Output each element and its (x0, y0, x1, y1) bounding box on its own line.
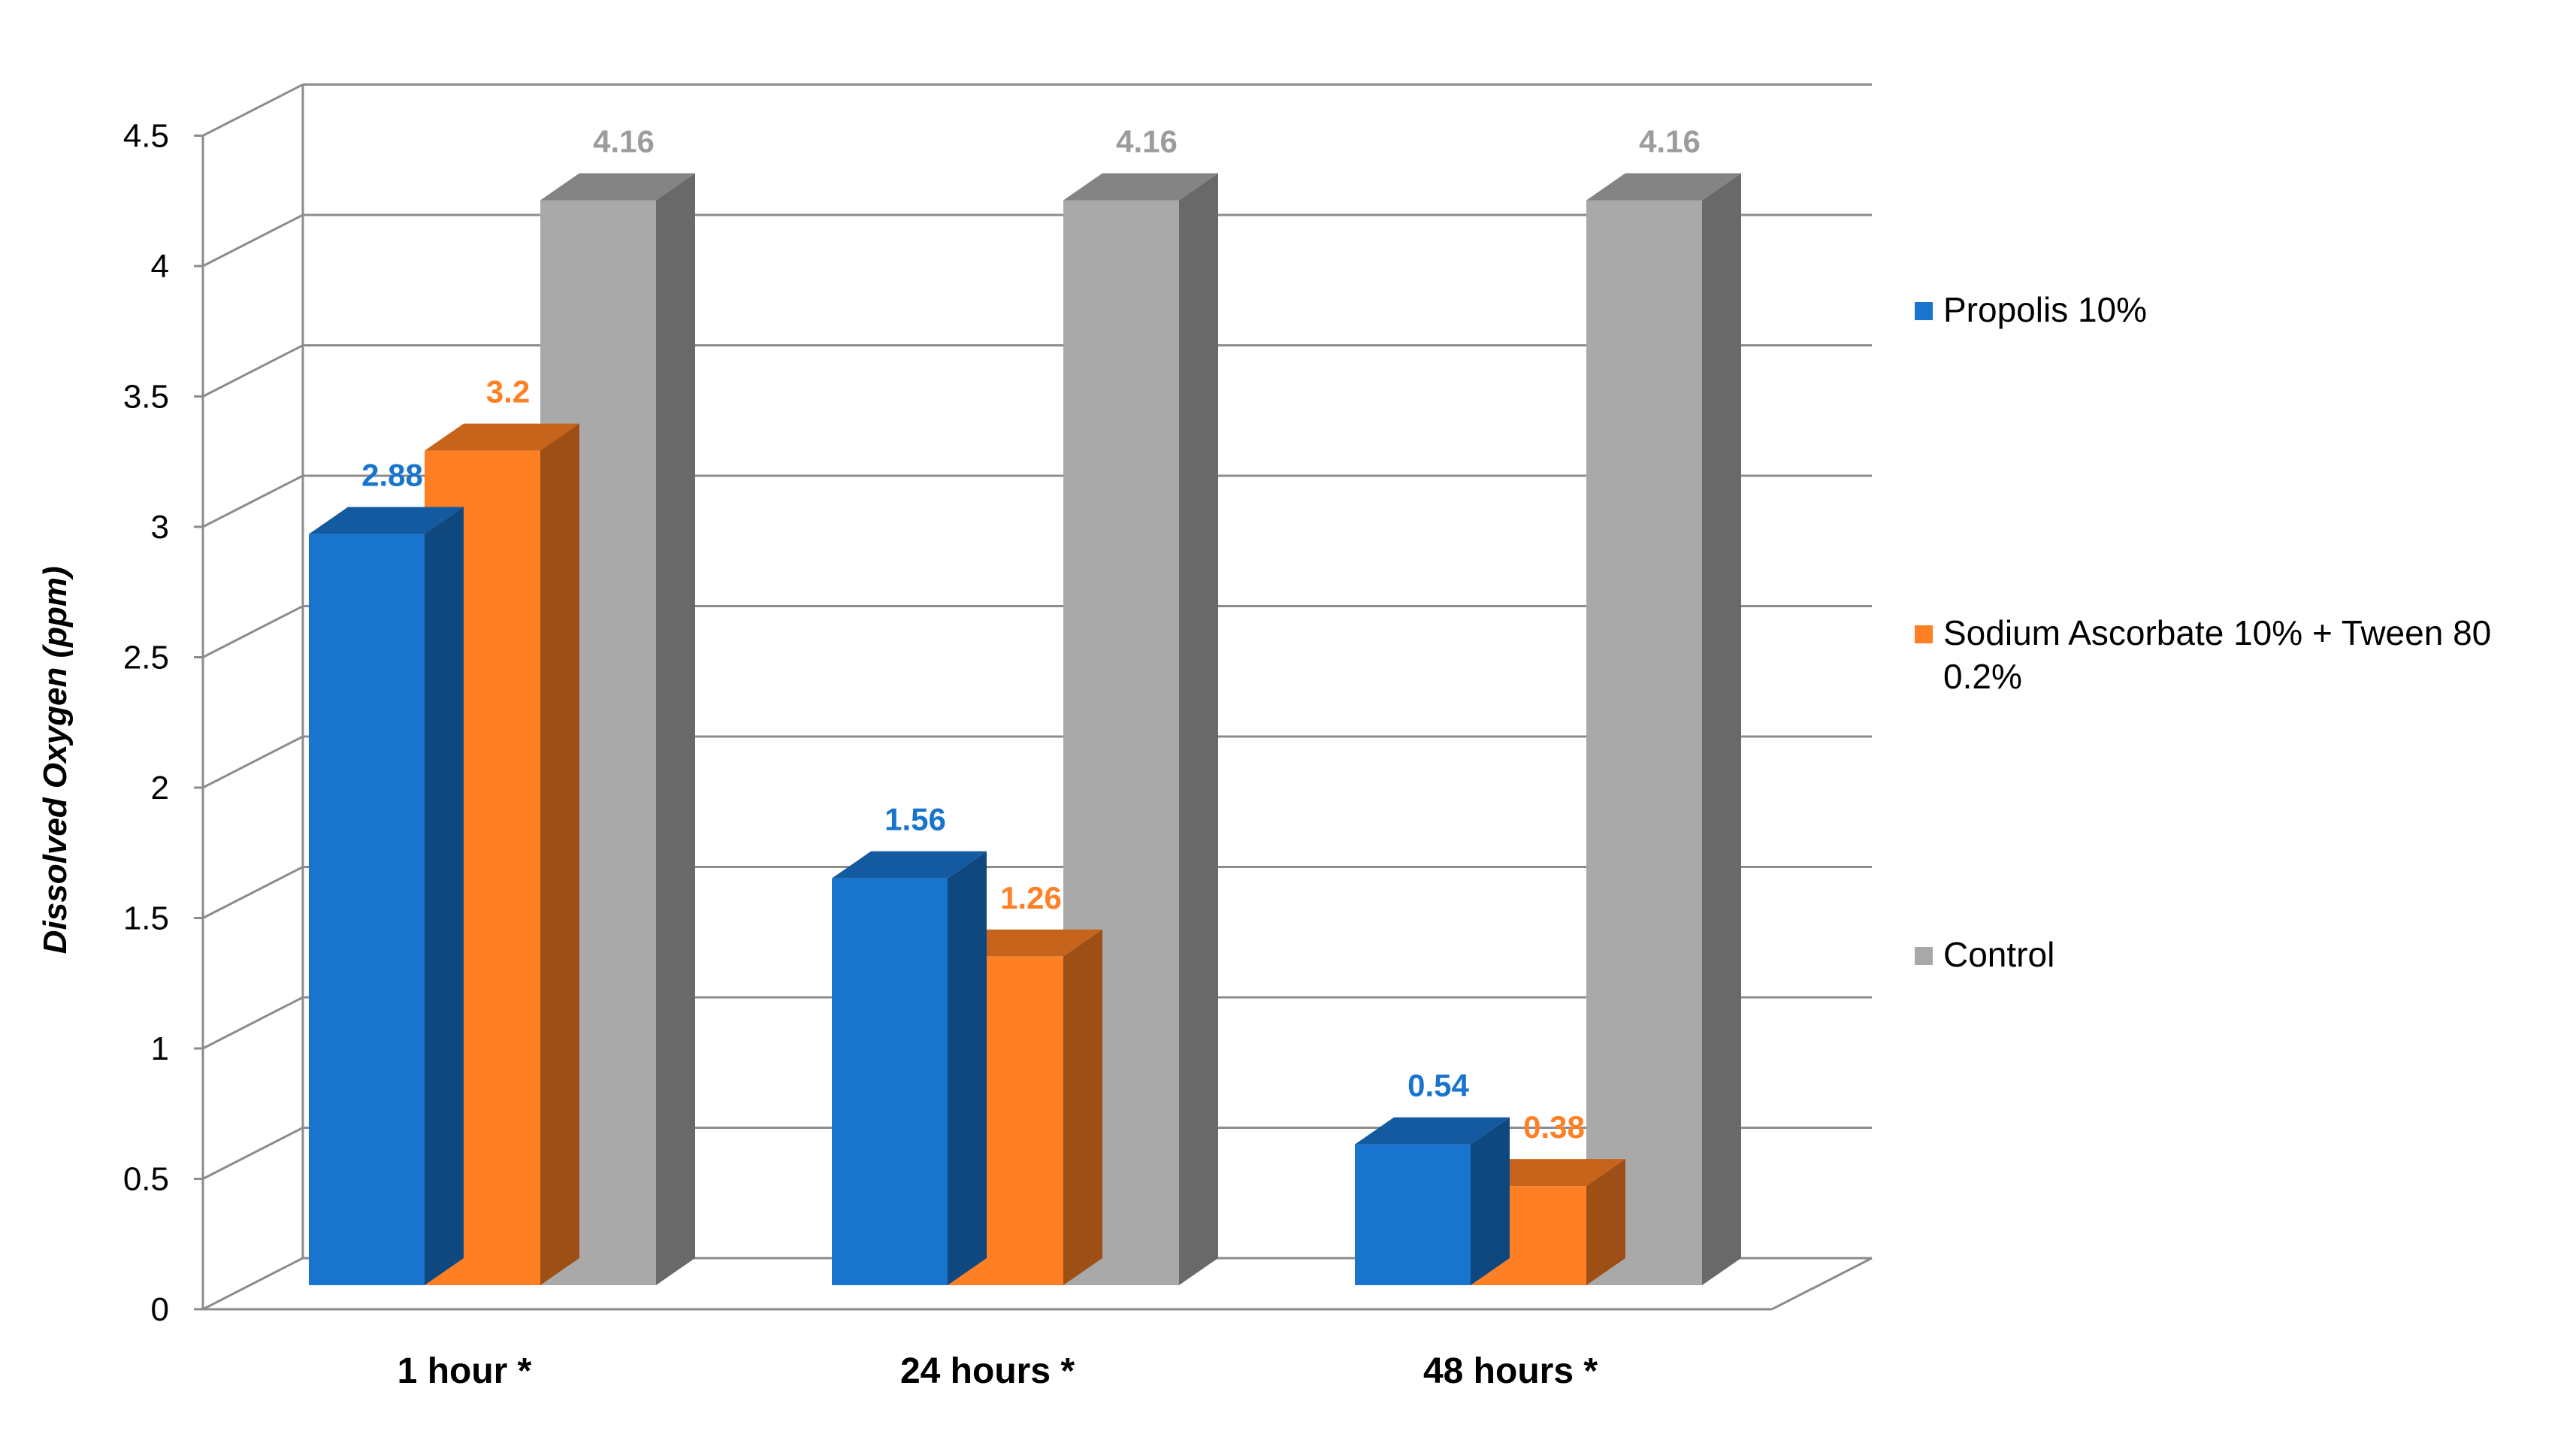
bar (832, 851, 987, 1285)
bar-front (832, 878, 948, 1285)
gridline-side (202, 996, 304, 1050)
gridline-side (202, 344, 304, 398)
y-tick-label: 4.5 (123, 118, 169, 155)
data-label: 1.56 (884, 802, 946, 837)
x-tick-label: 1 hour * (398, 1351, 532, 1391)
y-axis-title: Dissolved Oxygen (ppm) (37, 566, 74, 954)
bar (309, 507, 464, 1285)
legend: Propolis 10% Sodium Ascorbate 10% + Tween… (1915, 290, 2491, 974)
legend-swatch (1915, 947, 1933, 965)
bar-side (425, 507, 464, 1285)
bar-side (656, 173, 695, 1286)
bar-side (948, 851, 987, 1285)
y-tick-label: 0.5 (123, 1161, 169, 1198)
bar-front (1355, 1144, 1471, 1285)
y-tick-label: 0 (151, 1291, 169, 1328)
gridline-side (202, 83, 304, 137)
bar-side (1702, 173, 1741, 1286)
gridline-side (202, 1127, 304, 1180)
data-label: 0.38 (1523, 1109, 1585, 1145)
y-tick-label: 4 (151, 248, 169, 285)
bar-side (540, 423, 579, 1285)
y-tick-label: 2.5 (123, 640, 169, 676)
bar-front (309, 534, 425, 1285)
legend-label: Propolis 10% (1943, 290, 2147, 329)
gridline-side (202, 735, 304, 789)
bar-top (832, 851, 987, 879)
legend-swatch (1915, 625, 1933, 643)
legend-swatch (1915, 302, 1933, 320)
gridline-side (202, 213, 304, 268)
bar-front (1586, 200, 1702, 1286)
bar (1586, 173, 1741, 1286)
bar-side (1179, 173, 1218, 1286)
data-label: 3.2 (486, 374, 530, 410)
data-label: 4.16 (1116, 123, 1178, 159)
y-tick-label: 3.5 (123, 379, 169, 416)
floor-edge (1771, 1257, 1873, 1311)
bar (1355, 1117, 1510, 1285)
data-label: 0.54 (1407, 1068, 1469, 1103)
bar-top (425, 423, 579, 451)
legend-item: Propolis 10% (1915, 290, 2147, 329)
bar-side (1063, 929, 1102, 1285)
y-tick-label: 1 (151, 1030, 169, 1067)
y-tick-label: 2 (151, 770, 169, 806)
gridline-side (202, 474, 304, 528)
chart-labels: 4.16 3.2 2.88 4.16 1.26 1.56 4.16 0.38 0.54 (361, 123, 1701, 1145)
x-tick-label: 24 hours * (900, 1351, 1075, 1391)
legend-label: Sodium Ascorbate 10% + Tween 80 (1943, 613, 2491, 652)
legend-label: Control (1943, 935, 2054, 974)
gridline-side (202, 1257, 304, 1311)
legend-item: Control (1915, 935, 2054, 974)
bar-top (1355, 1117, 1510, 1145)
y-tick-label: 3 (151, 509, 169, 546)
bar-top (1063, 173, 1218, 201)
bar-side (1586, 1159, 1625, 1285)
bar-side (1471, 1117, 1510, 1285)
legend-label: 0.2% (1943, 657, 2022, 696)
data-label: 4.16 (593, 123, 655, 159)
legend-item: Sodium Ascorbate 10% + Tween 80 0.2% (1915, 613, 2491, 696)
y-tick-label: 1.5 (123, 900, 169, 937)
chart-axes: 0 0.5 1 1.5 2 2.5 3 3.5 4 4.5 1 hour * 24 hours * 48… (123, 118, 1772, 1391)
bar-top (309, 507, 464, 534)
chart-bars (309, 173, 1741, 1286)
gridline-side (202, 605, 304, 658)
x-tick-label: 48 hours * (1423, 1351, 1598, 1391)
bar-top (540, 173, 695, 201)
data-label: 2.88 (361, 458, 423, 493)
data-label: 4.16 (1639, 123, 1701, 159)
bar-top (1586, 173, 1741, 201)
data-label: 1.26 (1000, 880, 1062, 915)
gridline-side (202, 866, 304, 919)
